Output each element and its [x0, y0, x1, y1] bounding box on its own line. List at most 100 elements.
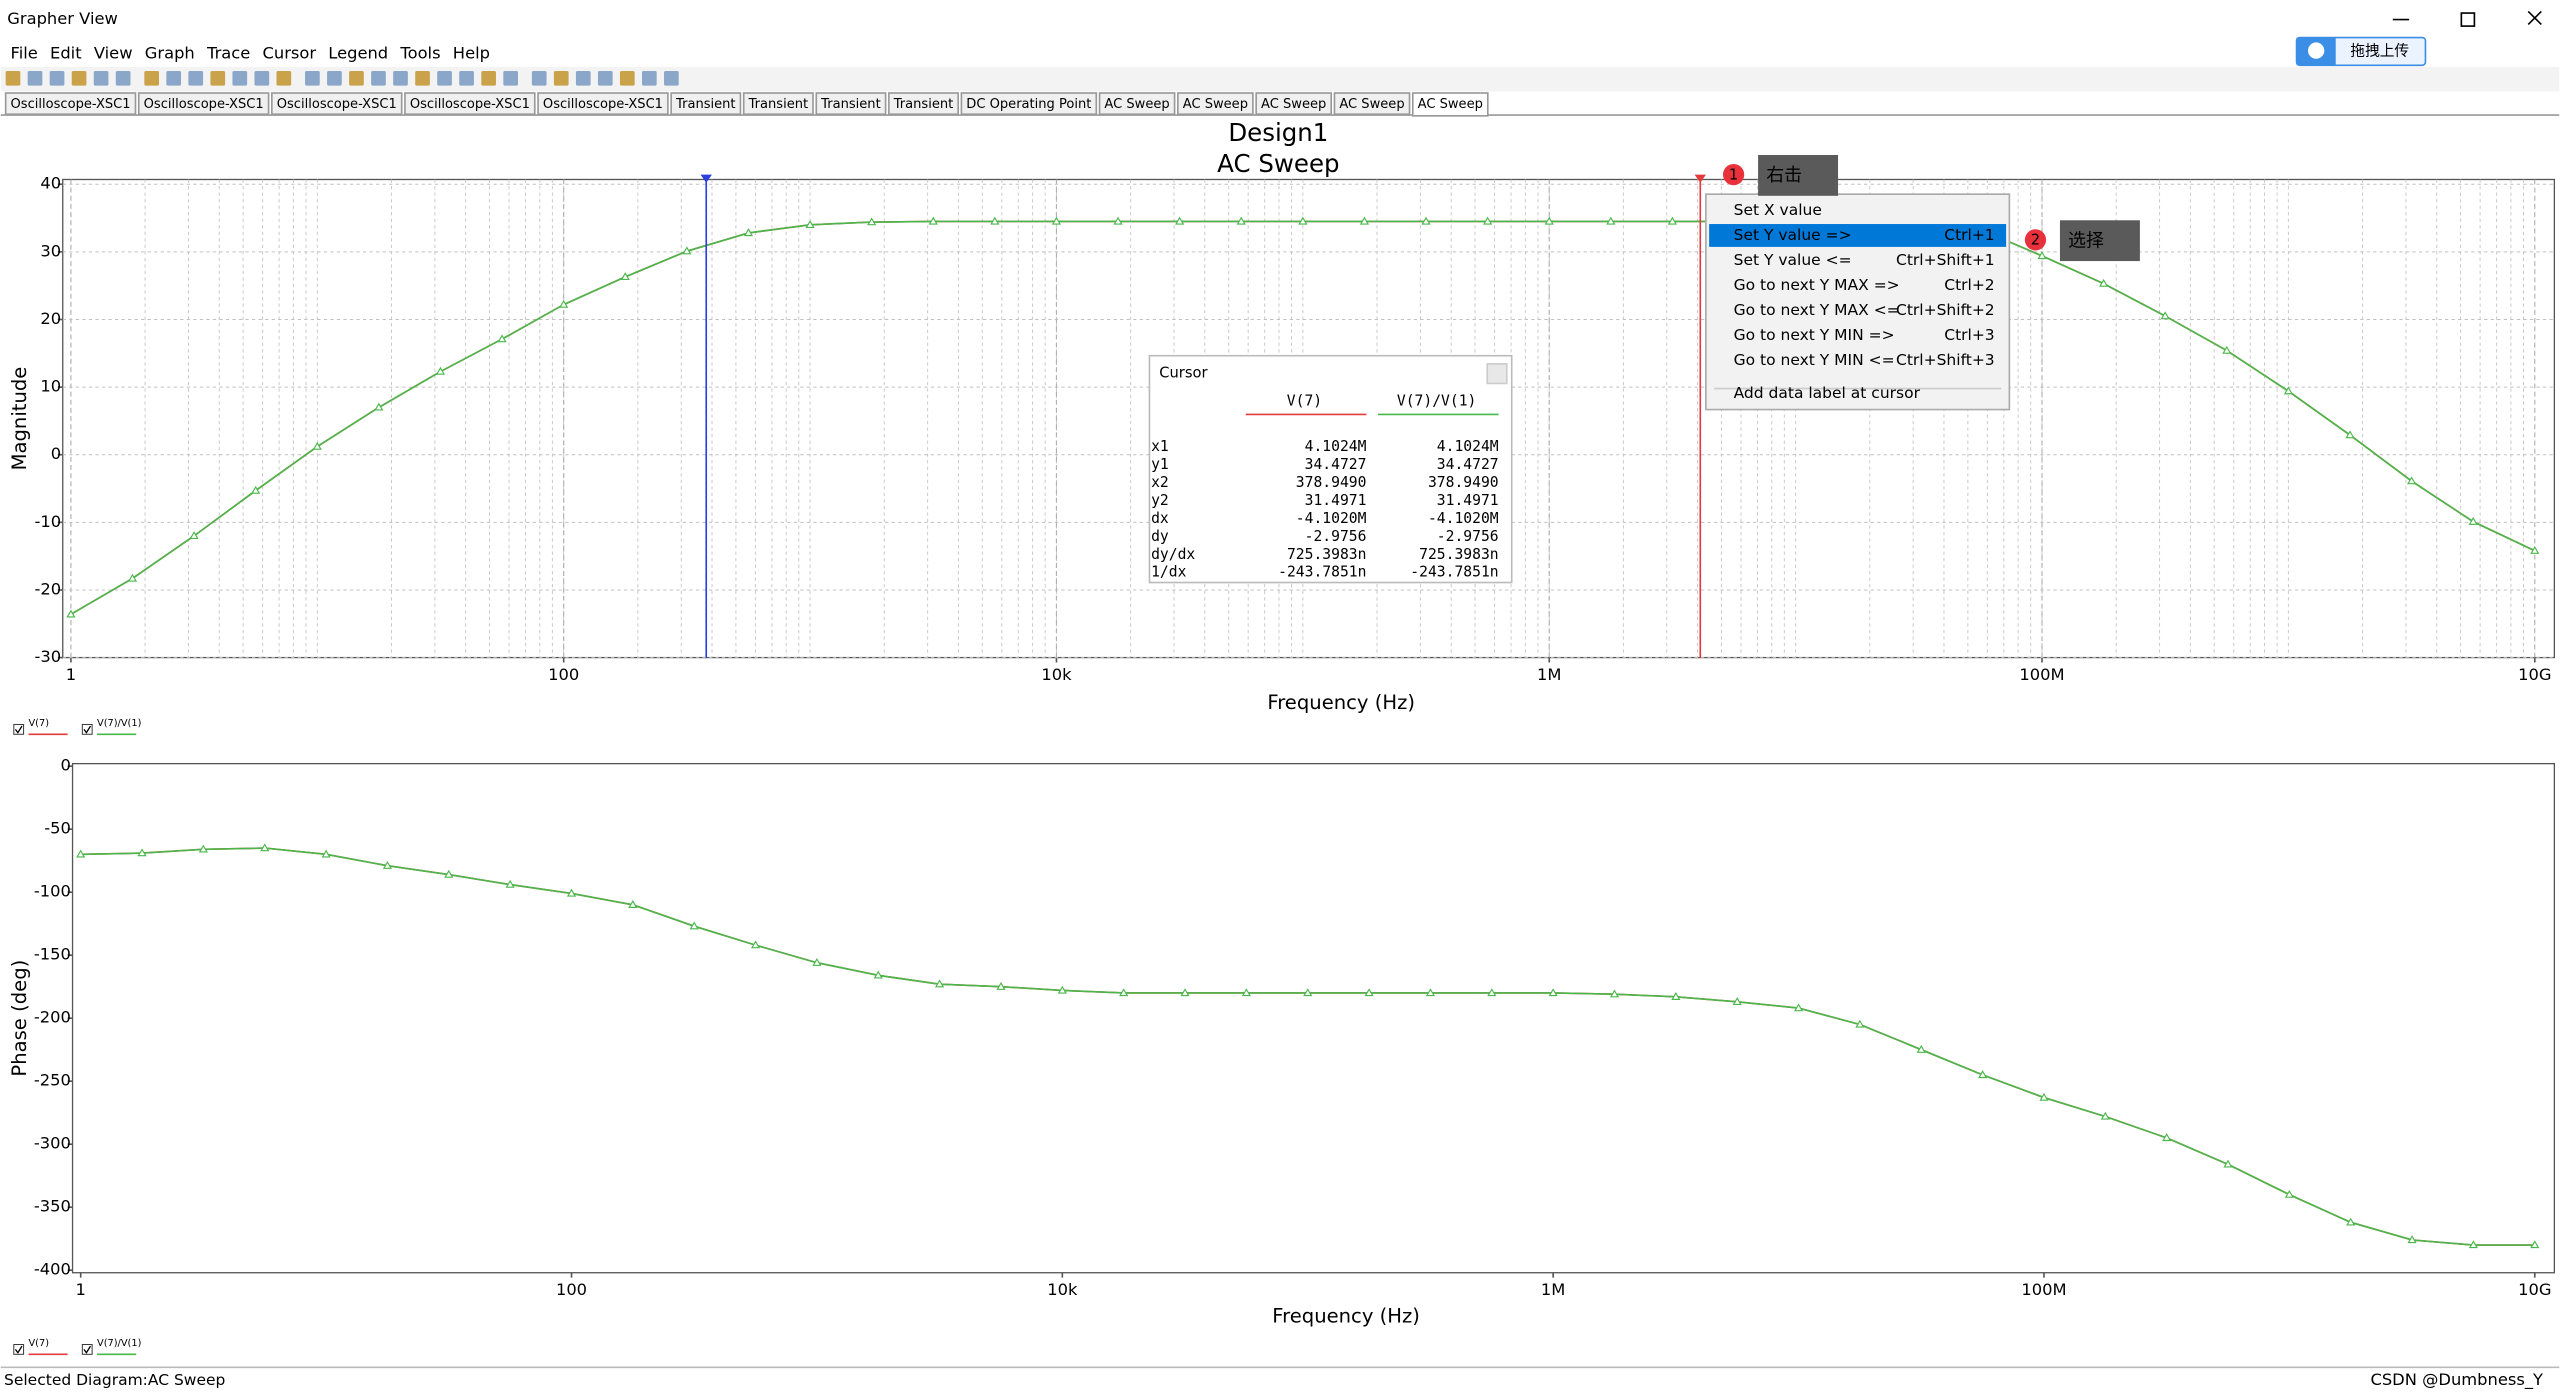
toolbar-button[interactable] — [49, 70, 65, 86]
legend-checkbox[interactable] — [81, 723, 93, 735]
menu-item-shortcut[interactable]: Ctrl+Shift+1 — [1896, 251, 1995, 269]
data-point-marker — [1671, 992, 1681, 1000]
tab-label[interactable]: Oscilloscope-XSC1 — [543, 97, 663, 112]
data-point-marker — [1175, 216, 1185, 225]
toolbar-button[interactable] — [27, 70, 43, 86]
toolbar-button[interactable] — [5, 70, 21, 86]
menu-item[interactable]: Help — [453, 43, 490, 62]
tab[interactable] — [888, 92, 959, 116]
toolbar-button[interactable] — [254, 70, 270, 86]
toolbar-button[interactable] — [597, 70, 613, 86]
menu-item-label[interactable]: Set Y value <= — [1734, 251, 1852, 269]
tab[interactable] — [4, 92, 137, 116]
toolbar-button[interactable] — [305, 70, 320, 86]
tab[interactable] — [1177, 92, 1254, 116]
tab[interactable] — [742, 92, 814, 116]
tab[interactable] — [960, 92, 1098, 116]
toolbar-button[interactable] — [188, 70, 204, 86]
tab-label[interactable]: AC Sweep — [1183, 97, 1248, 112]
toolbar-button[interactable] — [210, 70, 226, 86]
menu-item[interactable]: Trace — [206, 43, 250, 62]
menu-item-label[interactable]: Set X value — [1734, 201, 1822, 219]
toolbar-button[interactable] — [71, 70, 87, 86]
toolbar-button[interactable] — [664, 70, 679, 86]
x-tick-label: 10k — [1041, 665, 1072, 684]
toolbar-button[interactable] — [642, 70, 657, 86]
tab-label[interactable]: DC Operating Point — [966, 97, 1091, 112]
toolbar-button[interactable] — [437, 70, 452, 86]
toolbar-button[interactable] — [531, 70, 547, 86]
tab[interactable] — [815, 92, 887, 116]
toolbar-button[interactable] — [415, 70, 430, 86]
menu-item-shortcut[interactable]: Ctrl+2 — [1944, 276, 1994, 294]
menu-item-shortcut[interactable]: Ctrl+3 — [1944, 326, 1994, 344]
window-controls[interactable] — [2392, 10, 2542, 27]
tab-label[interactable]: Oscilloscope-XSC1 — [410, 97, 530, 112]
toolbar-button[interactable] — [393, 70, 408, 86]
tab-label[interactable]: Oscilloscope-XSC1 — [11, 97, 131, 112]
toolbar-button[interactable] — [93, 70, 109, 86]
tab-label[interactable]: Transient — [675, 97, 736, 112]
toolbar-button[interactable] — [115, 70, 131, 86]
menu-highlight[interactable] — [1709, 224, 2007, 247]
legend-checkbox[interactable] — [13, 1344, 25, 1355]
menu-item-label[interactable]: Set Y value => — [1734, 226, 1852, 244]
toolbar-button[interactable] — [144, 70, 160, 86]
restore-button[interactable] — [2460, 12, 2476, 27]
tab[interactable] — [537, 92, 669, 116]
menu-item-label[interactable]: Go to next Y MAX <= — [1734, 301, 1900, 319]
menu-item-label[interactable]: Go to next Y MAX => — [1734, 276, 1900, 294]
upload-button-label[interactable]: 拖拽上传 — [2350, 42, 2409, 59]
menu-item[interactable]: View — [94, 43, 133, 62]
toolbar-button[interactable] — [619, 70, 635, 86]
menu-item-shortcut[interactable]: Ctrl+Shift+2 — [1896, 301, 1995, 319]
toolbar-button[interactable] — [327, 70, 342, 86]
legend-checkbox[interactable] — [13, 723, 25, 735]
toolbar-button[interactable] — [553, 70, 569, 86]
tab[interactable] — [137, 92, 270, 116]
upload-button[interactable]: 拖拽上传 — [2295, 36, 2427, 67]
tab[interactable] — [1098, 92, 1176, 116]
tab-label[interactable]: Oscilloscope-XSC1 — [277, 97, 397, 112]
tab[interactable] — [670, 92, 742, 116]
toolbar-button[interactable] — [371, 70, 386, 86]
toolbar-button[interactable] — [276, 70, 292, 86]
cursor-panel-close[interactable] — [1486, 363, 1508, 385]
menu-item[interactable]: Cursor — [262, 43, 316, 62]
cursor-handle[interactable] — [1694, 174, 1706, 183]
menu-item-shortcut[interactable]: Ctrl+1 — [1944, 226, 1994, 244]
menu-item[interactable]: File — [11, 43, 38, 62]
close-button[interactable] — [2527, 10, 2542, 26]
toolbar-button[interactable] — [503, 70, 518, 86]
tab[interactable] — [271, 92, 403, 116]
toolbar-button[interactable] — [481, 70, 496, 86]
legend-checkbox[interactable] — [81, 1344, 93, 1355]
toolbar-button[interactable] — [166, 70, 182, 86]
cursor-handle[interactable] — [700, 174, 712, 183]
toolbar-button[interactable] — [349, 70, 364, 86]
tab-label[interactable]: AC Sweep — [1418, 97, 1483, 112]
tab-label[interactable]: Transient — [820, 97, 881, 112]
toolbar-button[interactable] — [232, 70, 248, 86]
menu-item-label[interactable]: Add data label at cursor — [1734, 384, 1921, 402]
menu-item[interactable]: Tools — [399, 43, 440, 62]
menu-item-label[interactable]: Go to next Y MIN <= — [1734, 351, 1895, 369]
menu-item-shortcut[interactable]: Ctrl+Shift+3 — [1896, 351, 1995, 369]
tab[interactable] — [404, 92, 536, 116]
tab[interactable] — [1411, 92, 1489, 117]
tab-label[interactable]: AC Sweep — [1339, 97, 1404, 112]
menu-item[interactable]: Graph — [145, 43, 195, 62]
menu-item[interactable]: Legend — [328, 43, 388, 62]
menu-item-label[interactable]: Go to next Y MIN => — [1734, 326, 1895, 344]
tab[interactable] — [1333, 92, 1411, 116]
tab-label[interactable]: Transient — [893, 97, 954, 112]
tab-label[interactable]: Transient — [748, 97, 809, 112]
menu-item[interactable]: Edit — [50, 43, 82, 62]
tab[interactable] — [1255, 92, 1333, 116]
data-point-marker — [1425, 988, 1436, 997]
toolbar-button[interactable] — [575, 70, 591, 86]
tab-label[interactable]: Oscilloscope-XSC1 — [144, 97, 264, 112]
tab-label[interactable]: AC Sweep — [1261, 97, 1326, 112]
toolbar-button[interactable] — [459, 70, 474, 86]
tab-label[interactable]: AC Sweep — [1104, 97, 1169, 112]
